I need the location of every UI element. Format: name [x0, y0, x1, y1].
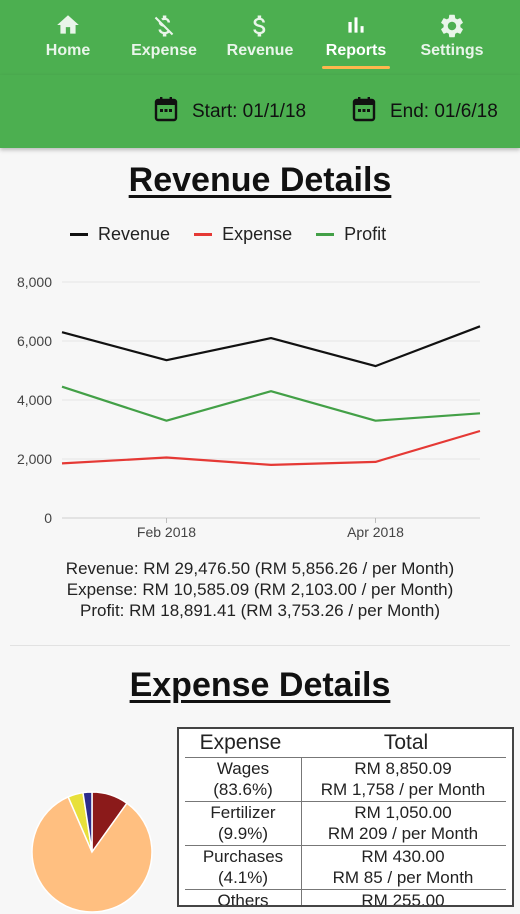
tab-expense[interactable]: Expense [116, 0, 212, 75]
row-monthly: RM 209 / per Month [327, 824, 479, 843]
legend-expense: Expense [194, 224, 292, 245]
dollar-icon [212, 12, 308, 40]
row-name: Fertilizer [210, 803, 276, 822]
y-tick-label: 0 [44, 510, 52, 526]
section-divider [10, 645, 510, 646]
calendar-icon [154, 96, 178, 128]
row-name: Others [217, 891, 269, 907]
tab-settings[interactable]: Settings [404, 0, 500, 75]
y-tick-label: 4,000 [17, 392, 52, 408]
y-tick-label: 8,000 [17, 274, 52, 290]
series-line-expense [61, 429, 481, 466]
header-total: Total [383, 731, 429, 754]
row-name-cell: Fertilizer (9.9%) [185, 802, 302, 845]
revenue-summary: Revenue: RM 29,476.50 (RM 5,856.26 / per… [0, 558, 520, 621]
row-name-cell: Others [185, 890, 302, 907]
expense-table: Expense Total Wages (83.6%) RM 8,850.09 … [177, 727, 514, 907]
row-total: RM 8,850.09 [354, 759, 452, 778]
pie-slice-others [82, 791, 93, 853]
header-expense: Expense [199, 731, 282, 754]
row-total: RM 255.00 [361, 891, 445, 907]
row-pct: (4.1%) [217, 868, 269, 887]
row-total: RM 430.00 [361, 847, 445, 866]
row-total: RM 1,050.00 [354, 803, 452, 822]
table-row: Wages (83.6%) RM 8,850.09 RM 1,758 / per… [185, 757, 506, 801]
legend-label: Profit [344, 224, 387, 244]
summary-revenue: Revenue: RM 29,476.50 (RM 5,856.26 / per… [65, 559, 455, 578]
legend-profit: Profit [316, 224, 386, 245]
tab-revenue-label: Revenue [226, 42, 294, 59]
start-date-picker[interactable]: Start: 01/1/18 [154, 96, 307, 128]
row-name: Wages [216, 759, 270, 778]
row-monthly: RM 85 / per Month [332, 868, 474, 887]
row-name-cell: Purchases (4.1%) [185, 846, 302, 889]
expense-details-title: Expense Details [129, 666, 391, 704]
revenue-line-chart: 0 2,000 4,000 6,000 8,000 Feb 2018 Apr 2018 [17, 274, 481, 540]
table-row: Purchases (4.1%) RM 430.00 RM 85 / per M… [185, 845, 506, 889]
end-date-label: End: 01/6/18 [390, 101, 498, 122]
row-total-cell: RM 430.00 RM 85 / per Month [302, 846, 504, 889]
legend-revenue: Revenue [70, 224, 170, 245]
dollar-off-icon [116, 12, 212, 40]
tab-revenue[interactable]: Revenue [212, 0, 308, 75]
x-tick-label: Feb 2018 [137, 524, 196, 540]
legend-swatch [70, 233, 88, 236]
top-nav: Home Expense Revenue Reports Settings [0, 0, 520, 75]
y-tick-label: 6,000 [17, 333, 52, 349]
row-total-cell: RM 255.00 [302, 890, 504, 907]
summary-profit: Profit: RM 18,891.41 (RM 3,753.26 / per … [79, 601, 440, 620]
tab-settings-label: Settings [420, 42, 484, 59]
x-tick-label: Apr 2018 [347, 524, 404, 540]
active-tab-indicator [322, 66, 390, 69]
end-date-picker[interactable]: End: 01/6/18 [352, 96, 498, 128]
table-row: Fertilizer (9.9%) RM 1,050.00 RM 209 / p… [185, 801, 506, 845]
chart-legend: Revenue Expense Profit [70, 224, 410, 245]
start-date-label: Start: 01/1/18 [192, 101, 307, 122]
row-total-cell: RM 8,850.09 RM 1,758 / per Month [302, 758, 504, 801]
bar-chart-icon [308, 12, 404, 40]
calendar-icon [352, 96, 376, 128]
row-total-cell: RM 1,050.00 RM 209 / per Month [302, 802, 504, 845]
legend-swatch [194, 233, 213, 236]
gear-icon [404, 12, 500, 40]
revenue-details-title: Revenue Details [128, 161, 392, 199]
home-icon [20, 12, 116, 40]
series-line-revenue [61, 325, 481, 368]
y-tick-label: 2,000 [17, 451, 52, 467]
tab-reports[interactable]: Reports [308, 0, 404, 75]
tab-expense-label: Expense [131, 42, 197, 59]
tab-home[interactable]: Home [20, 0, 116, 75]
summary-expense: Expense: RM 10,585.09 (RM 2,103.00 / per… [66, 580, 454, 599]
row-pct: (9.9%) [217, 824, 269, 843]
row-monthly: RM 1,758 / per Month [320, 780, 486, 799]
series-line-profit [61, 385, 481, 422]
legend-label: Revenue [98, 224, 171, 244]
table-row: Others RM 255.00 [185, 889, 506, 907]
date-range-bar: Start: 01/1/18 End: 01/6/18 [0, 75, 520, 148]
legend-label: Expense [222, 224, 293, 244]
tab-reports-label: Reports [325, 42, 387, 59]
table-header: Expense Total [179, 729, 512, 757]
row-name-cell: Wages (83.6%) [185, 758, 302, 801]
row-pct: (83.6%) [213, 780, 273, 799]
legend-swatch [316, 233, 335, 236]
expense-pie-chart [31, 791, 153, 913]
tab-home-label: Home [45, 42, 91, 59]
row-name: Purchases [202, 847, 284, 866]
